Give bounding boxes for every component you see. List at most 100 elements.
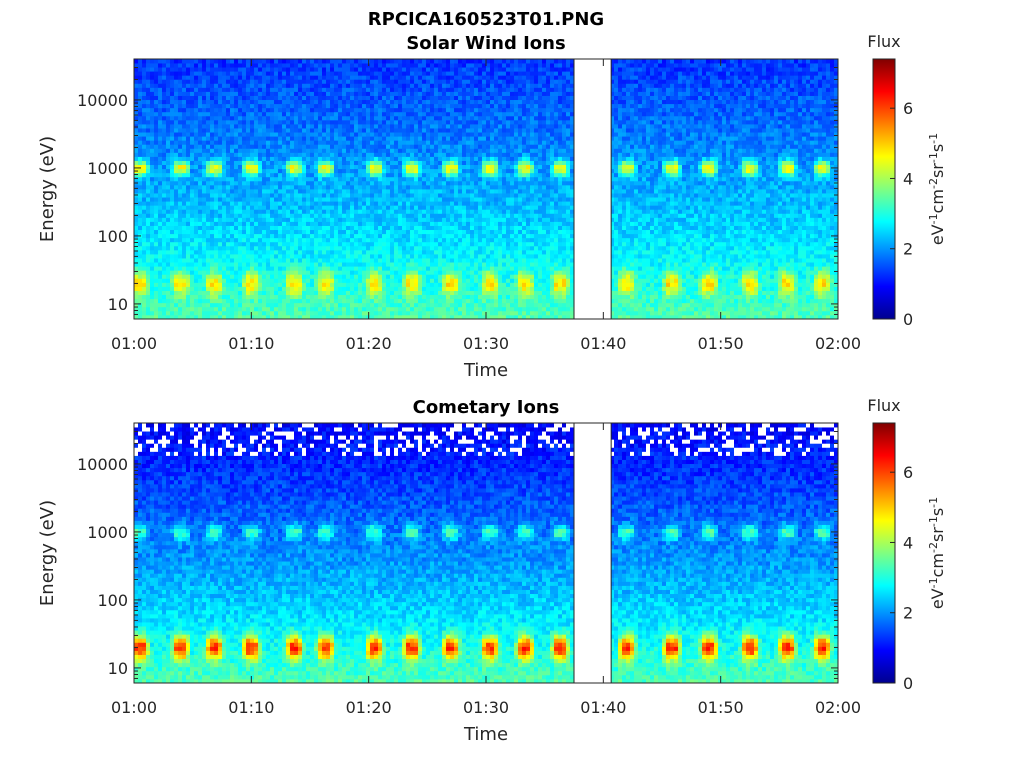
heatmap-cell: [210, 314, 215, 320]
heatmap-cell: [358, 294, 363, 300]
heatmap-cell: [362, 99, 367, 105]
heatmap-cell: [154, 298, 159, 304]
heatmap-cell: [266, 254, 271, 259]
heatmap-cell: [322, 111, 327, 117]
heatmap-cell: [146, 152, 151, 157]
heatmap-cell: [358, 298, 363, 304]
heatmap-cell: [314, 217, 319, 222]
heatmap-cell: [270, 290, 275, 296]
heatmap-cell: [150, 274, 155, 279]
heatmap-cell: [238, 245, 243, 251]
heatmap-cell: [150, 71, 155, 76]
heatmap-cell: [174, 168, 179, 174]
heatmap-cell: [426, 91, 431, 96]
heatmap-cell: [430, 310, 435, 316]
heatmap-cell: [174, 241, 179, 247]
heatmap-cell: [382, 189, 387, 194]
heatmap-cell: [426, 298, 431, 304]
heatmap-cell: [206, 71, 211, 76]
heatmap-cell: [190, 221, 195, 226]
heatmap-cell: [262, 306, 267, 312]
heatmap-cell: [318, 91, 323, 96]
heatmap-cell: [342, 71, 347, 76]
heatmap-cell: [438, 266, 443, 271]
heatmap-cell: [422, 172, 427, 178]
heatmap-cell: [278, 160, 283, 166]
heatmap-cell: [434, 180, 439, 186]
heatmap-cell: [234, 67, 239, 72]
heatmap-cell: [234, 87, 239, 92]
heatmap-cell: [434, 71, 439, 76]
heatmap-cell: [374, 294, 379, 300]
heatmap-cell: [202, 107, 207, 113]
heatmap-cell: [310, 140, 315, 145]
heatmap-cell: [306, 115, 311, 121]
heatmap-cell: [230, 156, 235, 161]
heatmap-cell: [226, 99, 231, 105]
heatmap-cell: [250, 176, 255, 182]
heatmap-cell: [222, 99, 227, 105]
heatmap-cell: [418, 128, 423, 133]
heatmap-cell: [206, 294, 211, 300]
heatmap-cell: [370, 128, 375, 133]
heatmap-cell: [374, 91, 379, 96]
heatmap-cell: [338, 71, 343, 76]
heatmap-cell: [378, 67, 383, 72]
heatmap-cell: [150, 209, 155, 214]
heatmap-cell: [210, 115, 215, 121]
heatmap-cell: [146, 282, 151, 287]
heatmap-cell: [270, 314, 275, 320]
heatmap-cell: [338, 107, 343, 113]
heatmap-cell: [210, 189, 215, 194]
heatmap-cell: [238, 225, 243, 231]
heatmap-cell: [326, 278, 331, 283]
heatmap-cell: [390, 209, 395, 214]
heatmap-cell: [154, 306, 159, 312]
heatmap-cell: [422, 63, 427, 68]
heatmap-cell: [390, 241, 395, 247]
heatmap-cell: [290, 160, 295, 166]
heatmap-cell: [206, 95, 211, 101]
heatmap-cell: [294, 87, 299, 92]
heatmap-cell: [286, 115, 291, 121]
heatmap-cell: [442, 270, 447, 275]
heatmap-cell: [438, 160, 443, 166]
heatmap-cell: [342, 310, 347, 316]
heatmap-cell: [194, 290, 199, 296]
heatmap-cell: [170, 83, 175, 88]
heatmap-cell: [154, 156, 159, 161]
heatmap-cell: [422, 107, 427, 113]
heatmap-cell: [306, 128, 311, 133]
heatmap-cell: [222, 225, 227, 231]
heatmap-cell: [242, 209, 247, 214]
heatmap-cell: [286, 152, 291, 157]
heatmap-cell: [402, 290, 407, 296]
heatmap-cell: [174, 225, 179, 231]
heatmap-cell: [178, 302, 183, 308]
heatmap-cell: [186, 217, 191, 222]
heatmap-cell: [290, 144, 295, 149]
heatmap-cell: [442, 213, 447, 218]
heatmap-cell: [246, 103, 251, 109]
heatmap-cell: [422, 197, 427, 202]
heatmap-cell: [322, 258, 327, 263]
heatmap-cell: [178, 249, 183, 255]
heatmap-cell: [406, 180, 411, 186]
heatmap-cell: [366, 254, 371, 259]
heatmap-cell: [174, 140, 179, 145]
heatmap-cell: [274, 290, 279, 296]
heatmap-cell: [262, 67, 267, 72]
heatmap-cell: [434, 254, 439, 259]
heatmap-cell: [326, 124, 331, 129]
heatmap-cell: [138, 164, 143, 170]
heatmap-cell: [390, 152, 395, 157]
heatmap-cell: [198, 193, 203, 198]
heatmap-cell: [230, 225, 235, 231]
heatmap-cell: [190, 201, 195, 206]
heatmap-cell: [178, 262, 183, 267]
heatmap-cell: [374, 270, 379, 275]
heatmap-cell: [422, 67, 427, 72]
heatmap-cell: [142, 128, 147, 133]
heatmap-cell: [350, 156, 355, 161]
heatmap-cell: [206, 209, 211, 214]
